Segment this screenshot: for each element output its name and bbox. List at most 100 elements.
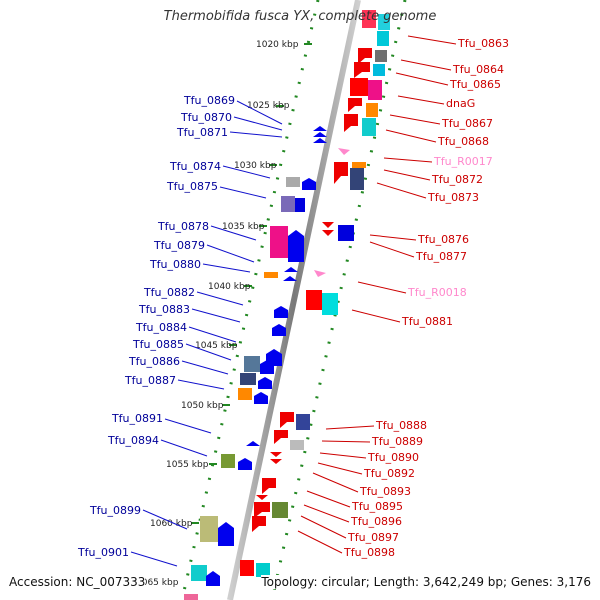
gene-block-bottom-pink[interactable] (184, 594, 198, 600)
gene-label-Tfu_0874[interactable]: Tfu_0874 (169, 160, 221, 173)
gene-block-0863-colored[interactable] (362, 10, 376, 28)
gene-arrow-0876b[interactable] (322, 230, 334, 236)
gene-block-0875-blue[interactable] (295, 198, 305, 212)
gene-arrow-0889[interactable] (274, 430, 288, 444)
gene-label-Tfu_0878[interactable]: Tfu_0878 (157, 220, 209, 233)
gene-label-Tfu_0885[interactable]: Tfu_0885 (132, 338, 184, 351)
gene-label-Tfu_R0017[interactable]: Tfu_R0017 (433, 155, 493, 168)
gene-block-orange[interactable] (366, 103, 378, 117)
gene-label-Tfu_0896[interactable]: Tfu_0896 (350, 515, 402, 528)
gene-arrow-0872[interactable] (334, 162, 348, 184)
gene-block-magenta[interactable] (368, 80, 382, 100)
gene-label-Tfu_0893[interactable]: Tfu_0893 (359, 485, 411, 498)
gene-arrow-0901[interactable] (206, 571, 220, 586)
gene-block-0887-orange[interactable] (238, 388, 252, 400)
gene-label-Tfu_0872[interactable]: Tfu_0872 (431, 173, 483, 186)
gene-block-0877-blue[interactable] (338, 225, 354, 241)
gene-arrow-0899[interactable] (218, 522, 234, 546)
gene-label-Tfu_0894[interactable]: Tfu_0894 (107, 434, 159, 447)
gene-label-Tfu_0881[interactable]: Tfu_0881 (401, 315, 453, 328)
gene-arrow-0893[interactable] (270, 459, 282, 464)
gene-block-0881-cyan[interactable] (322, 293, 338, 315)
gene-block-0901-cyan[interactable] (191, 565, 207, 581)
gene-label-Tfu_0880[interactable]: Tfu_0880 (149, 258, 201, 271)
gene-arrow-0896[interactable] (256, 495, 268, 500)
gene-label-Tfu_0884[interactable]: Tfu_0884 (135, 321, 187, 334)
gene-block-cyan-4[interactable] (362, 118, 376, 136)
gene-block-0890-grey[interactable] (290, 440, 304, 450)
gene-block-0880-orange[interactable] (264, 272, 278, 278)
gene-block-0878-magenta[interactable] (270, 226, 288, 258)
gene-label-Tfu_0876[interactable]: Tfu_0876 (417, 233, 469, 246)
gene-label-Tfu_0863[interactable]: Tfu_0863 (457, 37, 509, 50)
gene-label-Tfu_0899[interactable]: Tfu_0899 (89, 504, 141, 517)
gene-arrow-0867[interactable] (344, 114, 358, 132)
gene-arrow-0888[interactable] (280, 412, 294, 428)
gene-label-dnaG[interactable]: dnaG (446, 97, 475, 110)
gene-label-Tfu_0864[interactable]: Tfu_0864 (452, 63, 504, 76)
gene-label-Tfu_0867[interactable]: Tfu_0867 (441, 117, 493, 130)
gene-arrow-0865[interactable] (354, 62, 370, 78)
gene-arrow-0898[interactable] (252, 516, 266, 532)
gene-label-Tfu_0870[interactable]: Tfu_0870 (180, 111, 232, 124)
gene-label-Tfu_0901[interactable]: Tfu_0901 (77, 546, 129, 559)
gene-label-Tfu_0890[interactable]: Tfu_0890 (367, 451, 419, 464)
gene-arrow-0869[interactable] (313, 126, 327, 131)
gene-arrow-0871[interactable] (313, 138, 327, 143)
gene-label-Tfu_0897[interactable]: Tfu_0897 (347, 531, 399, 544)
gene-arrow-dnaG[interactable] (348, 98, 362, 112)
gene-label-Tfu_0892[interactable]: Tfu_0892 (363, 467, 415, 480)
gene-label-Tfu_0865[interactable]: Tfu_0865 (449, 78, 501, 91)
gene-label-Tfu_0877[interactable]: Tfu_0877 (415, 250, 467, 263)
gene-arrow-0880[interactable] (283, 276, 297, 281)
gene-label-Tfu_0898[interactable]: Tfu_0898 (343, 546, 395, 559)
gene-block-0872-orange[interactable] (352, 162, 366, 168)
gene-block-cyan-2[interactable] (377, 31, 389, 46)
gene-arrow-0882[interactable] (274, 306, 288, 318)
gene-block-bottom-red[interactable] (240, 560, 254, 576)
gene-label-Tfu_0891[interactable]: Tfu_0891 (111, 412, 163, 425)
gene-arrow-0892[interactable] (270, 452, 282, 457)
gene-block-0899-khaki[interactable] (200, 516, 218, 542)
gene-arrow-0891[interactable] (246, 441, 260, 446)
gene-arrow-0870[interactable] (313, 132, 327, 137)
gene-label-Tfu_0879[interactable]: Tfu_0879 (153, 239, 205, 252)
gene-label-Tfu_0875[interactable]: Tfu_0875 (166, 180, 218, 193)
gene-label-Tfu_0887[interactable]: Tfu_0887 (124, 374, 176, 387)
gene-label-Tfu_0869[interactable]: Tfu_0869 (183, 94, 235, 107)
gene-arrow-0879[interactable] (284, 267, 298, 272)
gene-label-Tfu_0889[interactable]: Tfu_0889 (371, 435, 423, 448)
gene-arrow-0878[interactable] (288, 230, 304, 262)
gene-label-Tfu_0873[interactable]: Tfu_0873 (427, 191, 479, 204)
gene-label-Tfu_0868[interactable]: Tfu_0868 (437, 135, 489, 148)
gene-arrow-0896b[interactable] (254, 502, 270, 518)
gene-block-dnaG[interactable] (350, 78, 368, 96)
gene-label-Tfu_0886[interactable]: Tfu_0886 (128, 355, 180, 368)
rna-R0017[interactable] (338, 148, 350, 155)
gene-arrow-0864[interactable] (358, 48, 372, 64)
gene-label-Tfu_0888[interactable]: Tfu_0888 (375, 419, 427, 432)
gene-block-0873-navy[interactable] (350, 168, 364, 190)
gene-arrow-0883[interactable] (272, 324, 286, 336)
gene-block-grey[interactable] (375, 50, 387, 62)
gene-block-0886-navy[interactable] (240, 373, 256, 385)
gene-label-Tfu_0882[interactable]: Tfu_0882 (143, 286, 195, 299)
gene-block-0888-navy[interactable] (296, 414, 310, 430)
gene-arrow-0886[interactable] (258, 377, 272, 389)
gene-label-Tfu_0895[interactable]: Tfu_0895 (351, 500, 403, 513)
gene-arrow-0887[interactable] (254, 392, 268, 404)
gene-arrow-0894[interactable] (238, 458, 252, 470)
gene-block-bottom-cyan[interactable] (256, 563, 270, 577)
gene-arrow-0874[interactable] (302, 178, 316, 190)
gene-label-Tfu_0871[interactable]: Tfu_0871 (176, 126, 228, 139)
gene-block-0885-steel[interactable] (244, 356, 260, 372)
gene-block-0874-grey[interactable] (286, 177, 300, 187)
gene-block-0894-olive[interactable] (221, 454, 235, 468)
rna-R0018[interactable] (314, 270, 326, 277)
gene-label-Tfu_R0018[interactable]: Tfu_R0018 (407, 286, 467, 299)
gene-label-Tfu_0883[interactable]: Tfu_0883 (138, 303, 190, 316)
gene-block-0875-slate[interactable] (281, 196, 295, 212)
gene-arrow-0895[interactable] (262, 478, 276, 494)
gene-block-cyan-1[interactable] (378, 14, 390, 30)
gene-block-0881-red[interactable] (306, 290, 322, 310)
